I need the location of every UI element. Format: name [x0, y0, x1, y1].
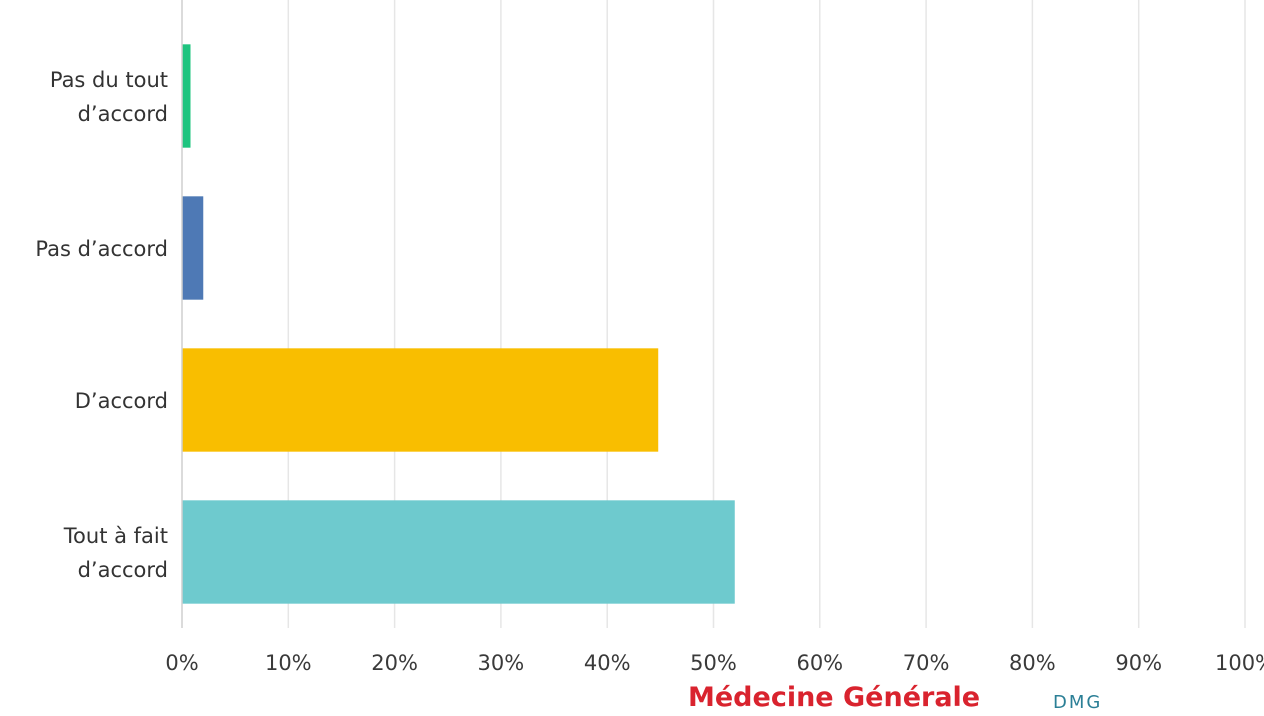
- bar: [182, 196, 204, 300]
- category-label: d’accord: [78, 558, 168, 582]
- category-label: d’accord: [78, 102, 168, 126]
- gridlines: [287, 0, 1246, 628]
- x-tick-label: 40%: [584, 651, 631, 675]
- x-tick-label: 100%: [1215, 651, 1264, 675]
- x-tick-label: 30%: [478, 651, 525, 675]
- x-tick-label: 90%: [1115, 651, 1162, 675]
- x-tick-label: 80%: [1009, 651, 1056, 675]
- x-tick-label: 60%: [796, 651, 843, 675]
- x-tick-label: 0%: [165, 651, 198, 675]
- x-tick-label: 10%: [265, 651, 312, 675]
- footer-dmg-text: DMG: [1053, 692, 1103, 713]
- bars: [182, 44, 735, 604]
- category-label: Tout à fait: [63, 524, 168, 548]
- x-tick-label: 70%: [903, 651, 950, 675]
- x-tick-label: 50%: [690, 651, 737, 675]
- x-tick-label: 20%: [371, 651, 418, 675]
- category-labels: Pas du tout d’accord Pas d’accord D’accord T…: [35, 68, 168, 582]
- category-label: D’accord: [75, 389, 168, 413]
- footer-institution-text: Médecine Générale: [688, 682, 981, 713]
- bar: [182, 44, 191, 148]
- category-label: Pas du tout: [50, 68, 168, 92]
- x-tick-labels: 0% 10% 20% 30% 40% 50% 60% 70% 80% 90% 100%: [165, 651, 1264, 675]
- bar: [182, 348, 659, 452]
- bar: [182, 500, 735, 604]
- category-label: Pas d’accord: [35, 237, 168, 261]
